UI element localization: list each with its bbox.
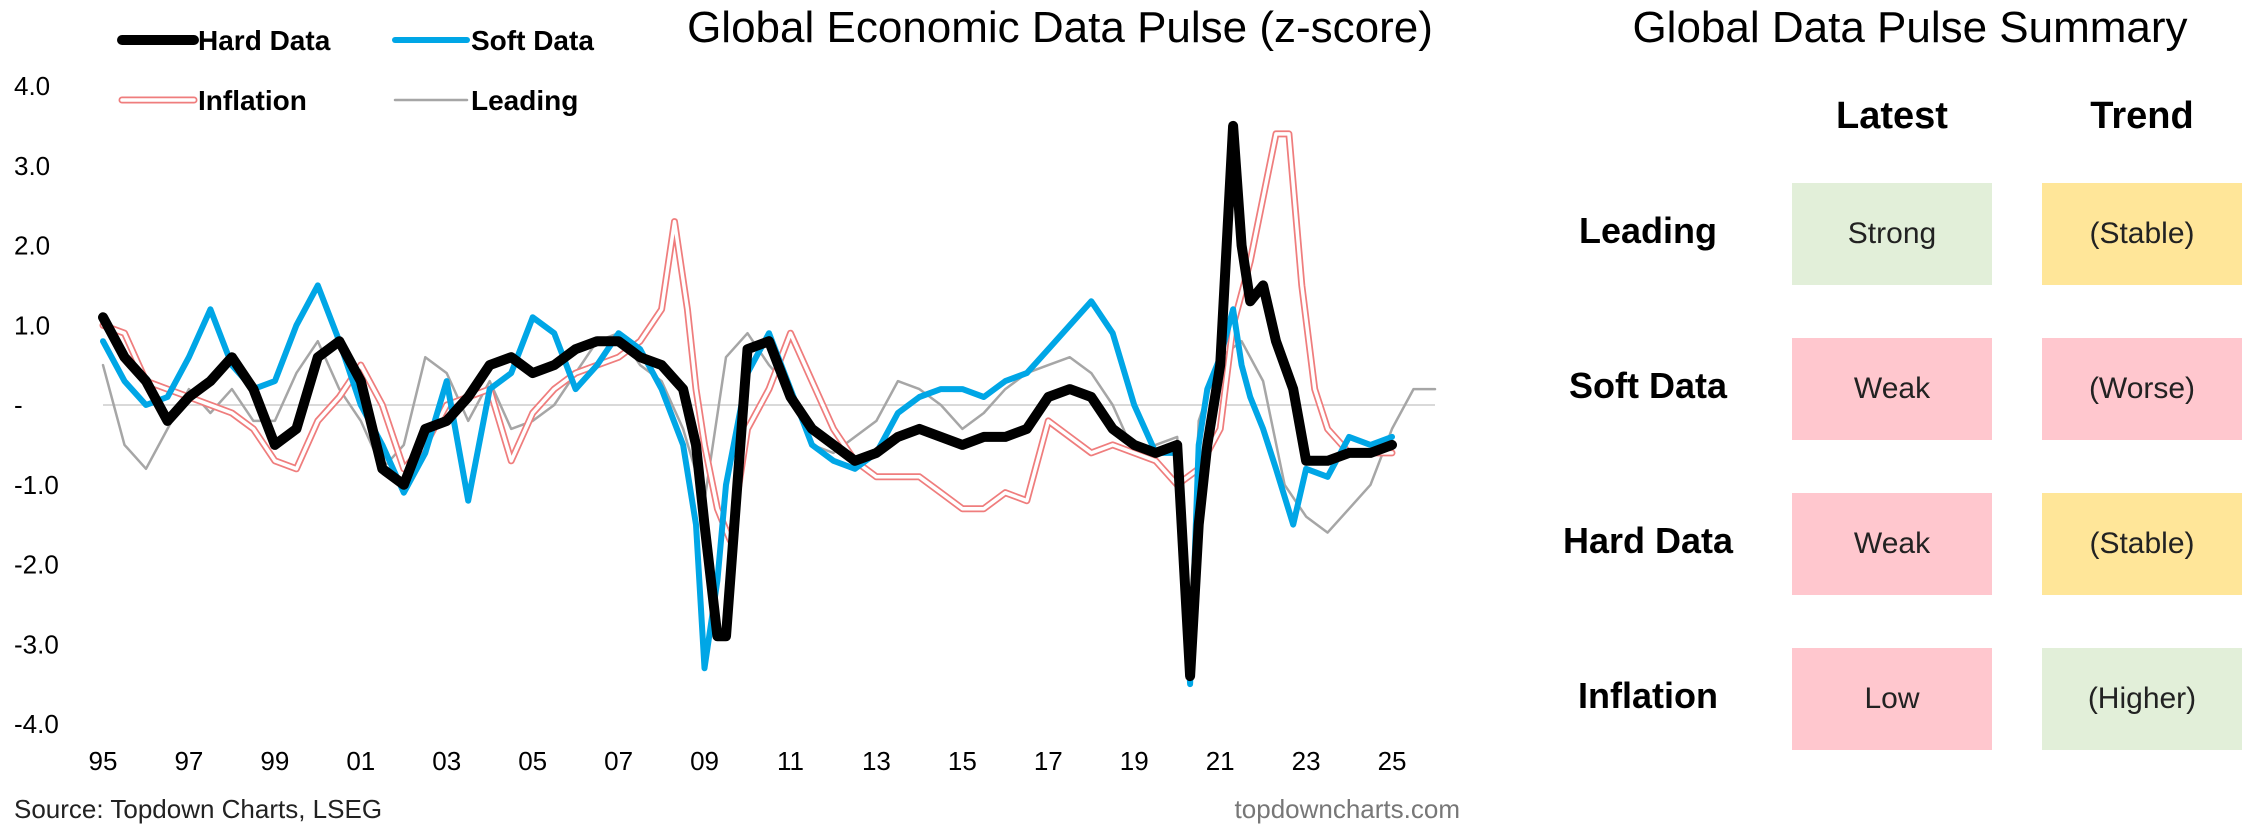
series-line-hard <box>98 120 1397 682</box>
summary-row-label-hard-data: Hard Data <box>1562 520 1734 561</box>
y-tick-label: -1.0 <box>14 470 59 500</box>
x-tick-label: 11 <box>777 746 804 776</box>
x-tick-label: 07 <box>604 746 633 776</box>
summary-cell-inflation-latest: Low <box>1792 648 1992 750</box>
y-tick-label: - <box>14 390 23 420</box>
y-tick-label: 3.0 <box>14 151 50 181</box>
x-tick-label: 15 <box>948 746 977 776</box>
y-tick-label: 4.0 <box>14 71 50 101</box>
chart-title: Global Economic Data Pulse (z-score) <box>687 3 1433 52</box>
summary-title: Global Data Pulse Summary <box>1632 3 2188 52</box>
legend-label-hard: Hard Data <box>198 25 331 56</box>
website-credit: topdowncharts.com <box>1234 794 1460 824</box>
x-axis-tick-labels: 95 97 99 01 03 05 07 09 11 13 15 17 19 21 23 25 <box>89 746 1407 776</box>
y-axis-tick-labels: 4.0 3.0 2.0 1.0 - -1.0 -2.0 -3.0 -4.0 <box>14 71 59 739</box>
x-tick-label: 09 <box>690 746 719 776</box>
summary-cell-hard-latest: Weak <box>1792 493 1992 595</box>
x-tick-label: 99 <box>260 746 289 776</box>
summary-col-trend: Trend <box>2090 95 2194 137</box>
summary-row-label-inflation: Inflation <box>1578 675 1718 716</box>
y-tick-label: -4.0 <box>14 709 59 739</box>
summary-cell-hard-trend: (Stable) <box>2042 493 2242 595</box>
chart-legend: Hard Data Soft Data Inflation Leading <box>117 25 594 116</box>
x-tick-label: 05 <box>518 746 547 776</box>
legend-label-leading: Leading <box>471 85 578 116</box>
x-tick-label: 23 <box>1292 746 1321 776</box>
series-line-inflation-inner <box>101 132 1394 543</box>
chart-series-lines <box>98 120 1437 688</box>
summary-row-label-leading: Leading <box>1578 210 1717 251</box>
y-tick-label: 2.0 <box>14 231 50 261</box>
x-tick-label: 97 <box>174 746 203 776</box>
summary-cell-leading-trend: (Stable) <box>2042 183 2242 285</box>
legend-label-inflation: Inflation <box>198 85 307 116</box>
summary-cell-soft-trend: (Worse) <box>2042 338 2242 440</box>
y-tick-label: -2.0 <box>14 550 59 580</box>
x-tick-label: 95 <box>89 746 118 776</box>
x-tick-label: 21 <box>1206 746 1235 776</box>
source-note: Source: Topdown Charts, LSEG <box>14 794 383 824</box>
summary-col-latest: Latest <box>1836 95 1948 137</box>
x-tick-label: 13 <box>862 746 891 776</box>
x-tick-label: 19 <box>1120 746 1149 776</box>
x-tick-label: 01 <box>346 746 375 776</box>
x-tick-label: 25 <box>1378 746 1407 776</box>
summary-cell-leading-latest: Strong <box>1792 183 1992 285</box>
legend-label-soft: Soft Data <box>471 25 594 56</box>
summary-row-label-soft-data: Soft Data <box>1568 365 1727 406</box>
line-chart: 4.0 3.0 2.0 1.0 - -1.0 -2.0 -3.0 -4.0 95 97 99 01 03… <box>14 25 1437 776</box>
summary-cell-soft-latest: Weak <box>1792 338 1992 440</box>
y-tick-label: 1.0 <box>14 310 50 340</box>
x-tick-label: 17 <box>1034 746 1063 776</box>
summary-cell-inflation-trend: (Higher) <box>2042 648 2242 750</box>
y-tick-label: -3.0 <box>14 629 59 659</box>
x-tick-label: 03 <box>432 746 461 776</box>
